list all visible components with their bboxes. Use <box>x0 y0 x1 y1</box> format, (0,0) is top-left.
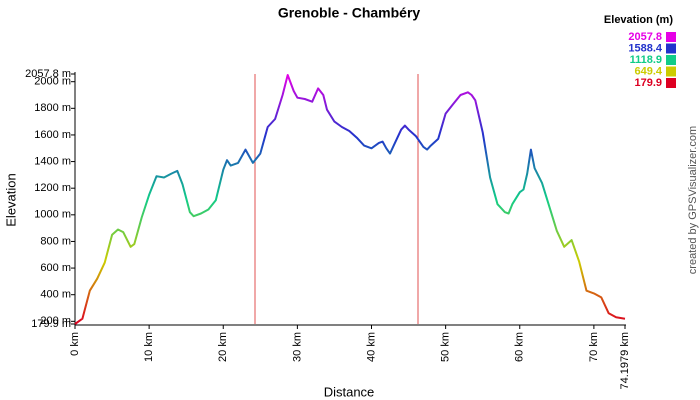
legend-label: 1118.9 <box>630 54 662 66</box>
y-tick-label: 800 m <box>40 235 71 247</box>
y-tick-label: 2057.8 m <box>25 68 71 80</box>
x-axis-label: Distance <box>324 384 375 399</box>
legend-label: 1588.4 <box>628 42 663 54</box>
y-tick-label: 2000 m <box>34 76 71 88</box>
y-tick-label: 200 m <box>40 315 71 327</box>
chart-title: Grenoble - Chambéry <box>278 5 421 21</box>
x-tick-label: 30 km <box>291 332 303 362</box>
x-tick-label: 10 km <box>143 332 155 362</box>
legend-label: 179.9 <box>634 77 662 89</box>
legend-label: 649.4 <box>634 65 662 77</box>
credit: created by GPSVisualizer.com <box>687 126 699 274</box>
x-tick-label: 50 km <box>440 332 452 362</box>
x-tick-label: 20 km <box>217 332 229 362</box>
y-tick-label: 1200 m <box>34 182 71 194</box>
x-tick-label: 70 km <box>588 332 600 362</box>
y-tick-label: 1400 m <box>34 155 71 167</box>
x-tick-label: 60 km <box>514 332 526 362</box>
y-tick-label: 600 m <box>40 262 71 274</box>
y-axis-label: Elevation <box>3 173 18 226</box>
y-tick-label: 1000 m <box>34 209 71 221</box>
legend-swatch <box>666 43 676 54</box>
legend-label: 2057.8 <box>628 31 662 43</box>
legend-swatch <box>666 78 676 88</box>
legend-swatch <box>666 55 676 65</box>
x-tick-label: 0 km <box>69 332 81 356</box>
legend-title: Elevation (m) <box>604 14 673 26</box>
legend-swatch <box>666 66 676 77</box>
y-tick-label: 1600 m <box>34 129 71 141</box>
legend-swatch <box>666 32 676 42</box>
y-tick-label: 1800 m <box>34 102 71 114</box>
elevation-line <box>74 74 626 325</box>
x-tick-label: 40 km <box>365 332 377 362</box>
y-tick-label: 179.9 m <box>31 318 71 330</box>
x-tick-label: 74.1979 km <box>619 332 631 389</box>
y-tick-label: 400 m <box>40 289 71 301</box>
